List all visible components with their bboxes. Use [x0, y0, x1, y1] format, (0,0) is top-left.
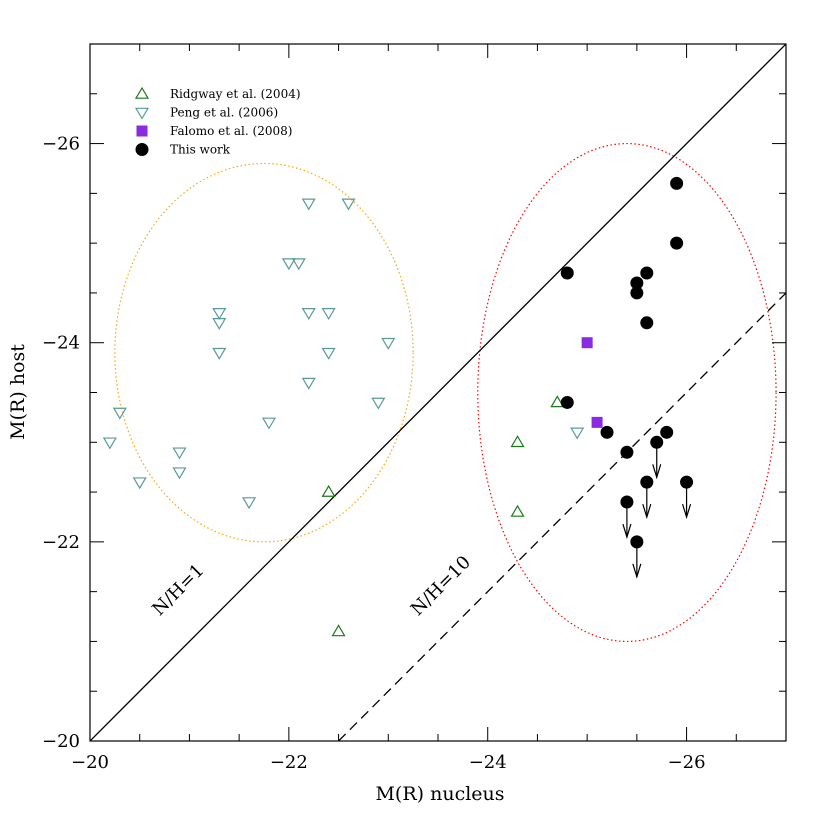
peng-region-ellipse — [114, 162, 414, 543]
data-point — [132, 477, 147, 490]
upper-limit-arrowhead — [632, 563, 642, 579]
x-tick-label: −20 — [71, 752, 109, 773]
reference-line-label: N/H=10 — [407, 552, 475, 620]
y-tick-label: −20 — [42, 731, 80, 752]
data-point — [172, 447, 187, 460]
data-point — [212, 318, 227, 330]
legend-marker — [134, 107, 150, 120]
reference-line-label: N/H=1 — [148, 560, 208, 620]
upper-limit-arrowhead — [681, 503, 692, 520]
upper-limit-arrowhead — [642, 503, 652, 520]
data-point — [591, 416, 603, 428]
data-point — [331, 624, 346, 637]
data-point — [640, 266, 654, 280]
y-axis-title: M(R) host — [7, 344, 29, 440]
data-point — [321, 308, 336, 321]
data-point — [510, 435, 525, 448]
data-point — [581, 337, 593, 349]
data-point — [112, 407, 127, 420]
data-point — [102, 437, 117, 450]
data-point — [341, 198, 356, 211]
legend-label: This work — [170, 143, 231, 157]
y-tick-label: −22 — [42, 532, 80, 553]
data-point — [600, 425, 614, 439]
data-point — [371, 397, 386, 410]
y-tick-label: −24 — [42, 333, 80, 354]
x-tick-label: −22 — [270, 752, 308, 773]
data-point — [301, 308, 316, 321]
data-point — [281, 258, 296, 271]
data-point — [321, 484, 336, 497]
upper-limit-arrowhead — [622, 523, 632, 540]
legend-label: Ridgway et al. (2004) — [170, 87, 301, 101]
data-point — [261, 417, 277, 430]
legend-marker — [134, 86, 150, 99]
data-point — [212, 308, 227, 321]
data-point — [560, 266, 574, 280]
reference-line-dashed — [338, 292, 786, 741]
data-point — [670, 236, 684, 250]
data-point — [381, 337, 396, 350]
legend-label: Falomo et al. (2008) — [170, 124, 292, 138]
x-tick-label: −24 — [469, 752, 507, 773]
data-point — [670, 176, 684, 190]
y-tick-label: −26 — [42, 134, 80, 155]
data-point — [321, 347, 336, 360]
data-point — [550, 395, 565, 408]
data-point — [560, 395, 574, 409]
data-point — [291, 258, 306, 271]
data-point — [570, 427, 585, 440]
x-tick-label: −26 — [668, 752, 706, 773]
reference-line-solid — [90, 44, 786, 741]
legend-marker — [136, 125, 148, 137]
data-point — [172, 467, 187, 480]
data-point — [660, 425, 674, 439]
data-point — [620, 445, 634, 459]
this-work-region-ellipse — [477, 142, 777, 643]
legend-label: Peng et al. (2006) — [170, 106, 278, 120]
data-point — [510, 504, 525, 517]
data-point — [212, 347, 227, 360]
data-point — [301, 198, 316, 211]
data-point — [301, 377, 316, 390]
data-point — [640, 316, 654, 330]
data-point — [630, 286, 644, 300]
x-axis-title: M(R) nucleus — [375, 783, 504, 805]
upper-limit-arrowhead — [652, 464, 662, 480]
data-point — [242, 497, 257, 510]
legend-marker — [135, 143, 149, 156]
